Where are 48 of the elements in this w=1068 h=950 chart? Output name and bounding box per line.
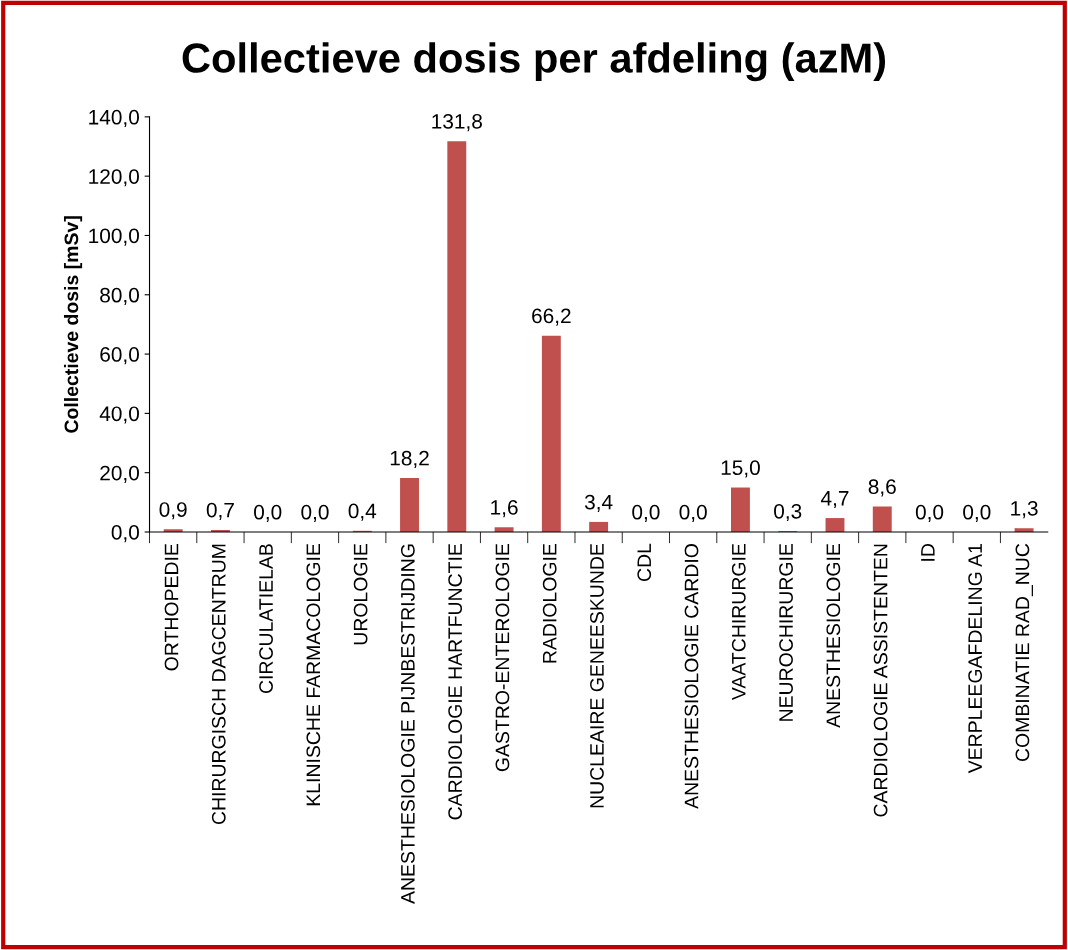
x-tick-label: GASTRO-ENTEROLOGIE xyxy=(495,543,510,772)
x-tick-label: NEUROCHIRURGIE xyxy=(779,543,793,721)
x-tick-label: CDL xyxy=(637,543,652,582)
data-label: 1,3 xyxy=(1011,500,1038,519)
data-label: 0,0 xyxy=(301,504,329,523)
x-tick-label: UROLOGIE xyxy=(353,543,368,645)
y-tick-label: 20,0 xyxy=(100,465,139,483)
data-label: 18,2 xyxy=(390,450,429,469)
x-tick-label: RADIOLOGIE xyxy=(542,543,557,663)
x-tick-label: VAATCHIRURGIE xyxy=(731,543,746,701)
data-label: 0,3 xyxy=(774,503,802,522)
x-tick-label: VERPLEEGAFDELING A1 xyxy=(968,544,983,774)
x-tick-label: NUCLEAIRE GENEESKUNDE xyxy=(590,543,604,808)
data-label: 15,0 xyxy=(721,460,760,478)
x-tick-label: CIRCULATIELAB xyxy=(259,544,273,694)
y-tick-label: 80,0 xyxy=(100,287,139,305)
data-label: 0,0 xyxy=(915,504,944,523)
x-tick-label: CHIRURGISCH DAGCENTRUM xyxy=(211,544,226,825)
x-tick-label: ANESTHESIOLOGIE CARDIO xyxy=(684,544,699,809)
data-label: 0,4 xyxy=(348,503,377,521)
chart-title: Collectieve dosis per afdeling (azM) xyxy=(182,42,886,82)
data-label: 66,2 xyxy=(532,308,571,326)
y-tick-label: 120,0 xyxy=(89,169,139,187)
y-tick-label: 60,0 xyxy=(100,347,139,365)
x-tick-label: ORTHOPEDIE xyxy=(164,543,179,671)
x-tick-label: CARDIOLOGIE HARTFUNCTIE xyxy=(448,543,463,820)
data-label: 131,8 xyxy=(432,113,482,132)
data-label: 0,0 xyxy=(254,504,282,523)
x-tick-label: COMBINATIE RAD_NUC xyxy=(1015,543,1033,762)
x-tick-label: CARDIOLOGIE ASSISTENTEN xyxy=(873,544,888,817)
data-label: 8,6 xyxy=(868,479,896,497)
data-label: 4,7 xyxy=(820,491,849,509)
y-axis-title: Collectieve dosis [mSv] xyxy=(63,216,83,433)
x-tick-label: ANESTHESIOLOGIE PIJNBESTRIJDING xyxy=(400,544,415,904)
y-tick-label: 100,0 xyxy=(89,228,139,246)
data-label: 0,7 xyxy=(206,502,234,520)
y-tick-label: 140,0 xyxy=(89,109,139,128)
data-label: 0,0 xyxy=(632,504,660,523)
data-label: 0,0 xyxy=(679,504,707,523)
data-label: 1,6 xyxy=(491,500,518,518)
x-tick-label: KLINISCHE FARMACOLOGIE xyxy=(306,543,321,806)
x-tick-label: ID xyxy=(921,544,935,561)
data-label: 0,0 xyxy=(963,504,991,523)
data-label: 3,4 xyxy=(584,494,613,512)
y-tick-label: 40,0 xyxy=(99,406,139,424)
data-label: 0,9 xyxy=(159,502,187,520)
y-tick-label: 0,0 xyxy=(111,525,139,543)
x-tick-label: ANESTHESIOLOGIE xyxy=(826,543,841,728)
